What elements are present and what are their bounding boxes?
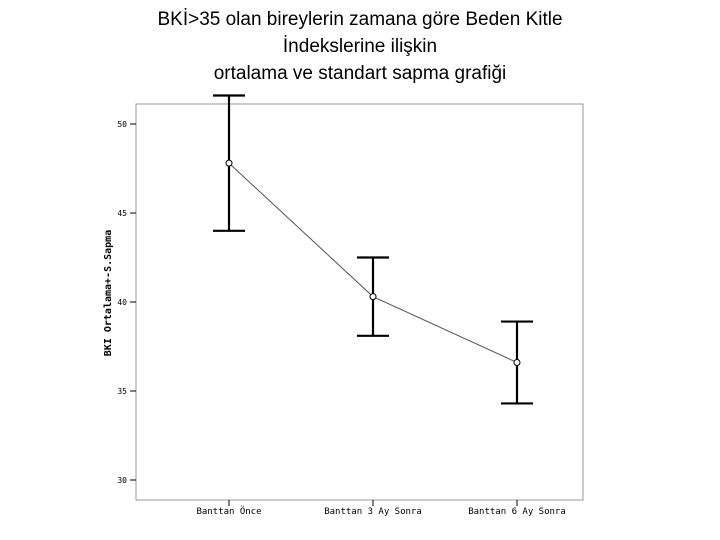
y-tick-label: 40 xyxy=(117,298,127,307)
y-tick-label: 35 xyxy=(117,387,127,396)
y-tick-label: 50 xyxy=(117,120,127,129)
chart-title: BKİ>35 olan bireylerin zamana göre Beden… xyxy=(0,6,720,87)
x-category-label: Banttan Önce xyxy=(196,506,261,517)
mean-marker xyxy=(513,359,521,367)
chart-title-line-2: İndekslerine ilişkin xyxy=(282,36,438,57)
y-tick-label: 30 xyxy=(117,476,127,485)
mean-marker xyxy=(369,293,377,301)
plot-frame xyxy=(135,103,584,501)
chart-title-line-3: ortalama ve standart sapma grafiği xyxy=(213,63,507,84)
x-category-label: Banttan 3 Ay Sonra xyxy=(324,507,422,517)
mean-marker xyxy=(225,159,233,167)
y-tick-label: 45 xyxy=(117,209,127,218)
x-category-label: Banttan 6 Ay Sonra xyxy=(468,507,566,517)
y-axis-title: BKI Ortalama+-S.Sapma xyxy=(103,230,114,356)
chart-title-line-1: BKİ>35 olan bireylerin zamana göre Beden… xyxy=(157,9,563,30)
